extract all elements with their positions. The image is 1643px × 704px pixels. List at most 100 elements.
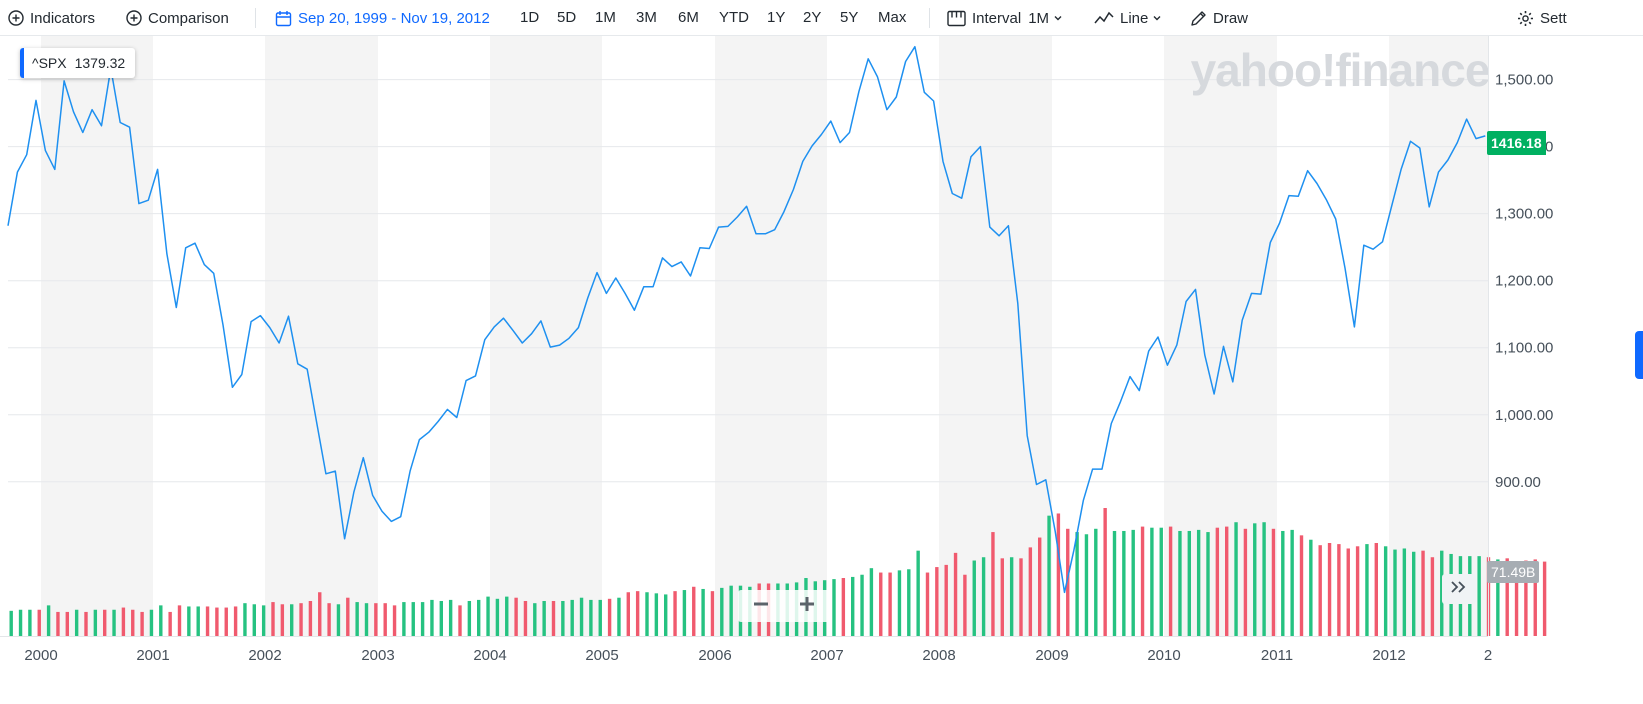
range-button-6m[interactable]: 6M xyxy=(678,9,699,26)
volume-bar xyxy=(215,607,219,636)
volume-bar xyxy=(346,597,350,636)
year-shade-band xyxy=(1164,36,1277,636)
y-tick-label: 1,200.00 xyxy=(1495,273,1553,290)
y-tick-label: 1,300.00 xyxy=(1495,206,1553,223)
volume-bar xyxy=(533,603,537,636)
zoom-out-button[interactable] xyxy=(738,590,784,622)
range-button-5y[interactable]: 5Y xyxy=(840,9,859,26)
zoom-out-icon xyxy=(752,595,770,618)
indicators-button[interactable]: Indicators xyxy=(8,0,95,36)
volume-bar xyxy=(1168,526,1173,636)
x-tick-label: 2000 xyxy=(24,647,57,664)
volume-bar xyxy=(981,557,986,636)
expand-button[interactable] xyxy=(1442,574,1476,604)
volume-bar xyxy=(542,600,546,636)
volume-bar xyxy=(149,609,154,636)
calendar-icon xyxy=(275,10,292,27)
interval-button[interactable]: Interval 1M xyxy=(947,0,1063,36)
chart-type-button[interactable]: Line xyxy=(1094,0,1162,36)
volume-bar xyxy=(1374,543,1378,636)
draw-button[interactable]: Draw xyxy=(1190,0,1248,36)
volume-bar xyxy=(925,572,930,636)
range-button-1m[interactable]: 1M xyxy=(595,9,616,26)
volume-bar xyxy=(1440,550,1444,636)
volume-bar xyxy=(963,574,967,636)
volume-bar xyxy=(1159,527,1163,636)
volume-bar xyxy=(897,570,902,636)
x-tick-label: 2003 xyxy=(361,647,394,664)
expand-icon xyxy=(1450,580,1468,599)
volume-bar xyxy=(860,574,864,636)
volume-bar xyxy=(140,611,144,636)
range-button-1y[interactable]: 1Y xyxy=(767,9,786,26)
volume-bar xyxy=(1430,557,1435,636)
chevron-down-icon xyxy=(1152,13,1162,23)
volume-bar xyxy=(84,611,88,636)
volume-bar xyxy=(1150,527,1154,636)
volume-bar xyxy=(448,599,453,636)
y-tick-label: 900.00 xyxy=(1495,474,1541,491)
settings-button[interactable]: Sett xyxy=(1517,0,1567,36)
y-tick-label: 1,500.00 xyxy=(1495,72,1553,89)
price-chart[interactable]: yahoo!finance 900.00 1,000.00 1,100.00 1,20… xyxy=(0,36,1643,704)
grid-lines xyxy=(8,79,1488,483)
volume-bar xyxy=(196,606,200,636)
volume-bar xyxy=(635,591,640,636)
volume-bar xyxy=(916,550,920,636)
volume-bar xyxy=(327,603,331,636)
x-tick-label: 2006 xyxy=(698,647,731,664)
volume-bar xyxy=(374,603,378,636)
volume-bar xyxy=(477,599,481,636)
price-line[interactable] xyxy=(7,45,1486,594)
volume-bar xyxy=(991,532,995,636)
volume-bar xyxy=(589,599,593,636)
range-button-3m[interactable]: 3M xyxy=(636,9,657,26)
volume-bar xyxy=(383,603,387,636)
indicators-label: Indicators xyxy=(30,9,96,27)
volume-bar xyxy=(74,609,79,636)
volume-bar xyxy=(1318,545,1322,636)
x-tick-label: 2012 xyxy=(1372,647,1405,664)
volume-bar xyxy=(1243,528,1248,636)
volume-bar xyxy=(103,609,107,636)
volume-bar xyxy=(598,599,602,636)
volume-bar xyxy=(645,592,649,636)
chevron-down-icon xyxy=(1053,13,1063,23)
volume-bar xyxy=(252,604,256,636)
symbol-tooltip: ^SPX 1379.32 xyxy=(20,48,136,78)
volume-bar xyxy=(1271,528,1276,636)
volume-bar xyxy=(1019,558,1023,636)
zoom-in-button[interactable] xyxy=(784,590,830,622)
volume-bar xyxy=(1084,534,1089,636)
side-panel-handle[interactable] xyxy=(1635,331,1643,379)
volume-bar xyxy=(879,572,883,636)
volume-bar xyxy=(336,604,341,636)
zoom-controls xyxy=(738,590,830,622)
volume-bar xyxy=(1206,532,1210,636)
volume-bar xyxy=(93,609,98,636)
volume-bar xyxy=(701,588,705,636)
range-button-max[interactable]: Max xyxy=(878,9,907,26)
range-button-ytd[interactable]: YTD xyxy=(719,9,749,26)
volume-bar xyxy=(1028,547,1033,636)
volume-bar xyxy=(1094,528,1098,636)
volume-bar xyxy=(505,596,509,636)
volume-bar xyxy=(682,590,687,636)
range-button-1d[interactable]: 1D xyxy=(520,9,540,26)
volume-bar xyxy=(1187,530,1191,636)
volume-bar xyxy=(205,606,210,636)
volume-bar xyxy=(299,603,303,636)
volume-bar xyxy=(654,593,659,636)
comparison-button[interactable]: Comparison xyxy=(126,0,229,36)
range-button-2y[interactable]: 2Y xyxy=(803,9,822,26)
volume-bar xyxy=(1524,560,1528,636)
year-shade-band xyxy=(715,36,827,636)
volume-bar xyxy=(187,606,191,636)
volume-bar xyxy=(467,600,472,636)
range-button-5d[interactable]: 5D xyxy=(557,9,577,26)
pencil-icon xyxy=(1190,10,1207,27)
date-range-button[interactable]: Sep 20, 1999 - Nov 19, 2012 xyxy=(275,0,490,36)
volume-bar xyxy=(617,597,621,636)
volume-bar xyxy=(1402,548,1407,636)
volume-bar xyxy=(121,607,126,636)
